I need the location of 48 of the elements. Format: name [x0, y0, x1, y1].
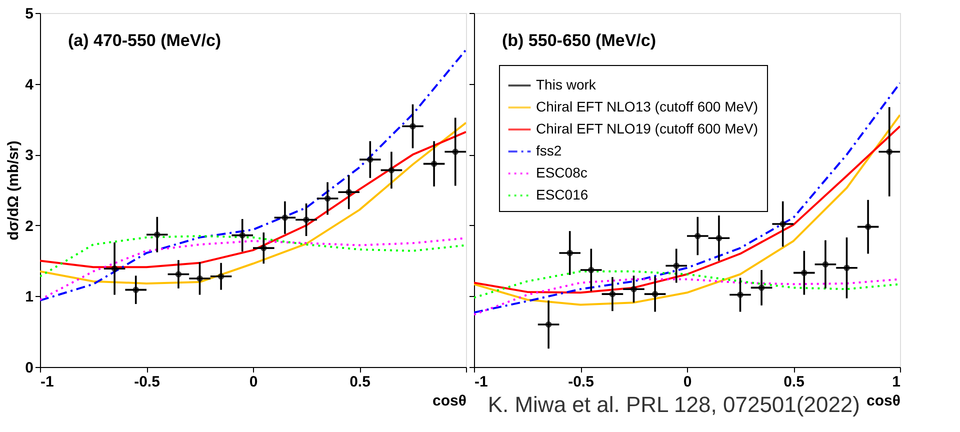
y-tick-label: 0	[25, 360, 34, 376]
line-series	[40, 48, 466, 302]
legend-label: ESC08c	[536, 164, 588, 180]
text: (a) 470-550 (MeV/c)	[68, 31, 222, 50]
point	[566, 250, 574, 256]
x-axis-title: cosθ	[866, 392, 900, 410]
point	[864, 224, 872, 230]
x-tick-label: 0.5	[350, 374, 370, 390]
x-tick-label: -1	[474, 374, 488, 390]
text: K. Miwa et al. PRL 128, 072501(2022)	[488, 392, 860, 417]
point	[800, 270, 808, 276]
line-series	[40, 235, 466, 278]
point	[758, 284, 765, 291]
point	[609, 290, 616, 298]
x-tick-label: 0	[249, 374, 258, 390]
y-tick-label: 1	[25, 288, 34, 306]
point	[886, 148, 893, 155]
line-series	[40, 130, 466, 268]
point	[694, 232, 701, 240]
legend-label: This work	[536, 76, 597, 92]
legend-label: fss2	[536, 142, 562, 158]
y-tick-label: 4	[25, 76, 34, 94]
point	[652, 290, 658, 298]
point	[780, 220, 786, 228]
x-tick-label: 0.5	[784, 374, 804, 390]
y-axis-title: dσ/dΩ (mb/sr)	[5, 140, 22, 240]
point	[737, 292, 744, 298]
y-tick-label: 5	[25, 6, 34, 22]
x-tick-label: -0.5	[134, 374, 160, 390]
x-tick-label: -1	[40, 374, 54, 390]
point	[588, 266, 594, 274]
x-tick-label: 1	[892, 374, 900, 390]
line-series	[40, 122, 466, 284]
point	[545, 321, 552, 328]
point	[844, 264, 850, 272]
legend-label: Chiral EFT NLO19 (cutoff 600 MeV)	[536, 120, 758, 136]
legend-label: ESC016	[536, 186, 588, 202]
y-tick-label: 3	[25, 147, 34, 164]
legend-label: Chiral EFT NLO13 (cutoff 600 MeV)	[536, 98, 758, 114]
y-tick-label: 2	[25, 218, 34, 235]
point	[630, 286, 637, 292]
text: (b) 550-650 (MeV/c)	[502, 31, 656, 50]
x-axis-title: cosθ	[432, 392, 466, 410]
point	[673, 262, 680, 269]
x-tick-label: 0	[683, 374, 692, 390]
x-tick-label: -0.5	[568, 374, 594, 390]
point	[822, 261, 829, 268]
point	[716, 234, 722, 242]
